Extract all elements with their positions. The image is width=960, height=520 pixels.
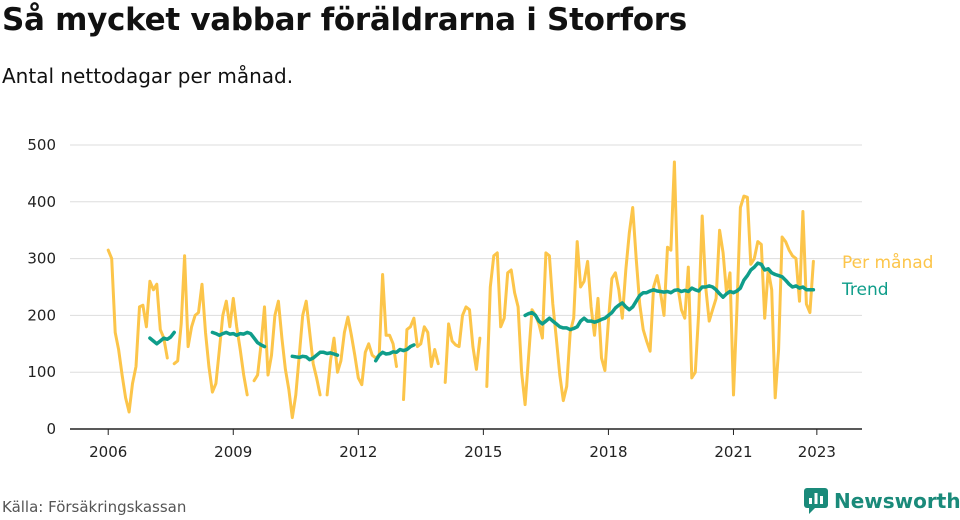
- newsworthy-logo[interactable]: Newsworthy: [804, 488, 960, 514]
- series-line-trend: [148, 261, 816, 363]
- x-tick-label: 2009: [214, 443, 252, 461]
- newsworthy-icon: [804, 488, 828, 514]
- y-tick-label: 200: [27, 306, 56, 324]
- brand-name: Newsworthy: [834, 489, 960, 513]
- x-tick-label: 2021: [714, 443, 752, 461]
- x-axis-ticks: 2006 2009 2012 2015 2018 2021 2023: [89, 429, 836, 461]
- y-tick-label: 0: [46, 420, 56, 438]
- x-tick-label: 2018: [589, 443, 627, 461]
- source-note: Källa: Försäkringskassan: [2, 498, 187, 516]
- y-tick-label: 300: [27, 250, 56, 268]
- y-axis-ticks: 0 100 200 300 400 500: [27, 136, 56, 438]
- y-tick-label: 100: [27, 363, 56, 381]
- x-tick-label: 2006: [89, 443, 127, 461]
- series-line-monthly: [106, 160, 815, 420]
- chart-subtitle: Antal nettodagar per månad.: [2, 64, 294, 88]
- y-tick-label: 500: [27, 136, 56, 154]
- legend-label-monthly: Per månad: [842, 252, 933, 273]
- x-tick-label: 2012: [339, 443, 377, 461]
- legend: Per månad Trend: [841, 252, 933, 300]
- y-tick-label: 400: [27, 193, 56, 211]
- series-lines: [106, 160, 816, 420]
- legend-label-trend: Trend: [841, 280, 889, 300]
- x-tick-label: 2023: [798, 443, 836, 461]
- x-tick-label: 2015: [464, 443, 502, 461]
- chart-title: Så mycket vabbar föräldrarna i Storfors: [2, 2, 687, 38]
